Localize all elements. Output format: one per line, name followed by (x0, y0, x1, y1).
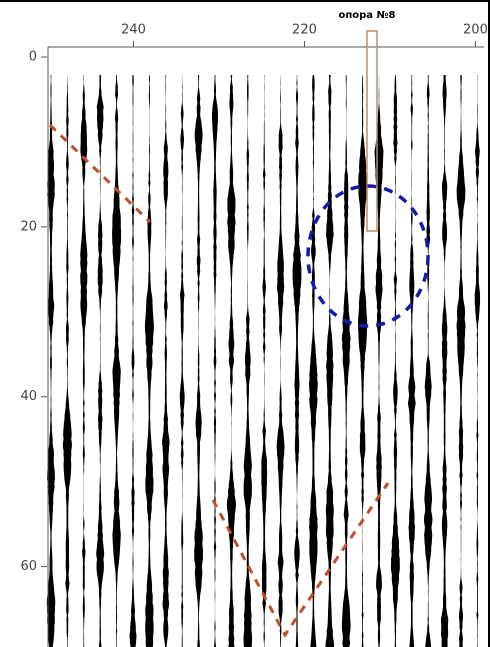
trace (144, 75, 154, 647)
trace (390, 75, 400, 647)
trace (423, 75, 433, 647)
anomaly-circle (306, 184, 430, 328)
trace (112, 75, 122, 647)
support-marker (366, 30, 378, 232)
trace (374, 75, 384, 647)
trace (358, 75, 368, 647)
trace (46, 75, 56, 647)
trace (80, 75, 88, 647)
y-tick-label: 60 (20, 559, 37, 574)
trace (325, 75, 335, 647)
trace (212, 75, 218, 647)
trace (309, 75, 318, 647)
x-tick-label: 200 (463, 23, 488, 38)
trace (474, 75, 481, 647)
trace (179, 75, 185, 647)
trace (456, 75, 466, 647)
trace (194, 75, 204, 647)
reflector-line (211, 482, 390, 638)
x-tick-label: 240 (121, 23, 146, 38)
trace (162, 75, 170, 647)
traces (46, 75, 481, 647)
trace (341, 75, 351, 647)
trace (261, 75, 268, 647)
trace (226, 75, 236, 647)
trace (62, 75, 72, 647)
x-tick-label: 220 (292, 23, 317, 38)
trace (276, 75, 285, 647)
y-tick-label: 0 (29, 50, 37, 65)
y-tick-label: 20 (20, 219, 37, 234)
trace (292, 75, 302, 647)
annotation: опора №8 (338, 10, 395, 21)
trace (407, 75, 416, 647)
trace (243, 75, 253, 647)
trace (129, 75, 137, 647)
trace (96, 75, 105, 647)
trace (440, 75, 449, 647)
y-tick-label: 40 (20, 389, 37, 404)
